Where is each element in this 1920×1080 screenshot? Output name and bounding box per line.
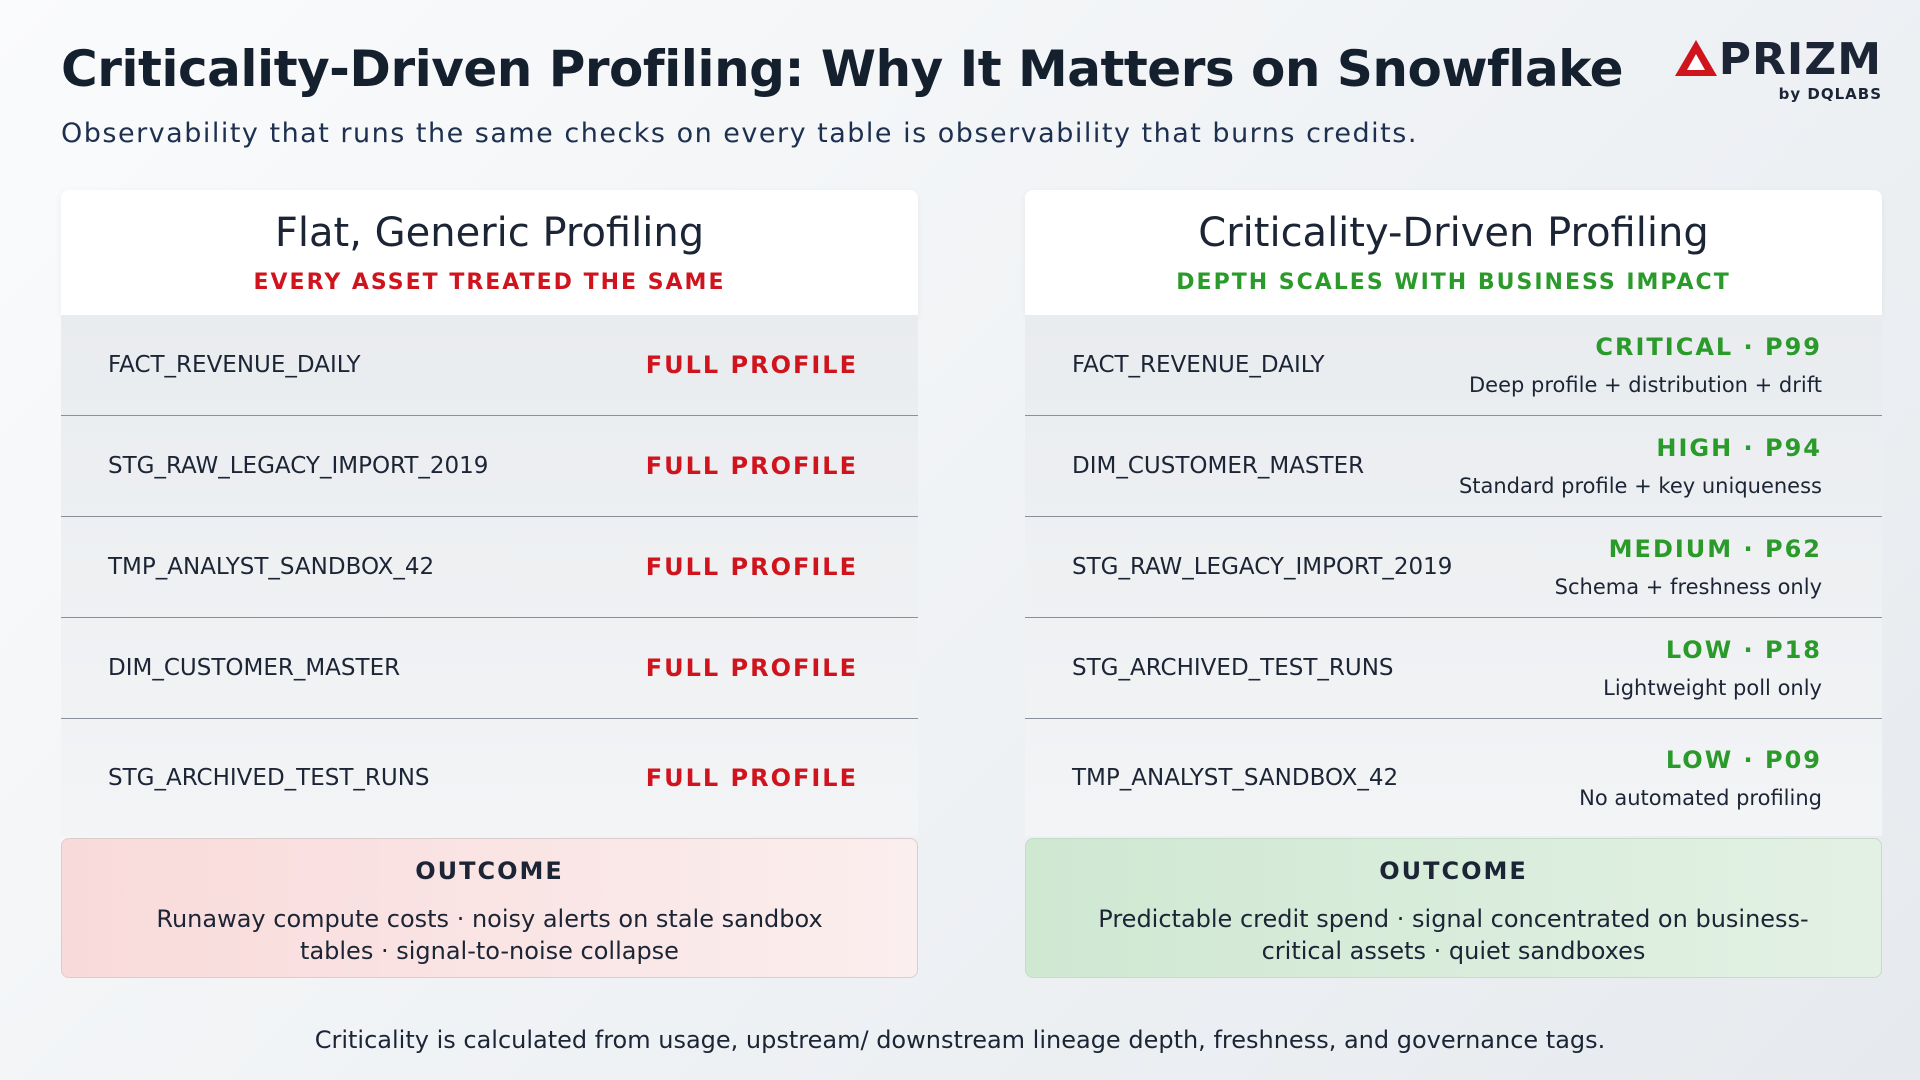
table-name: FACT_REVENUE_DAILY bbox=[1072, 352, 1325, 378]
criticality-level: LOW · P18 bbox=[1665, 636, 1822, 664]
table-name: TMP_ANALYST_SANDBOX_42 bbox=[108, 554, 435, 580]
profile-label: FULL PROFILE bbox=[645, 452, 858, 480]
table-name: STG_ARCHIVED_TEST_RUNS bbox=[1072, 655, 1394, 681]
table-row: TMP_ANALYST_SANDBOX_42 LOW · P09 No automa… bbox=[1025, 719, 1882, 836]
table-row: STG_RAW_LEGACY_IMPORT_2019 FULL PROFILE bbox=[61, 416, 918, 517]
profile-label: FULL PROFILE bbox=[645, 763, 858, 792]
table-name: TMP_ANALYST_SANDBOX_42 bbox=[1072, 764, 1399, 791]
criticality: LOW · P09 No automated profiling bbox=[1579, 746, 1822, 810]
outcome-text: Predictable credit spend · signal concen… bbox=[1098, 905, 1809, 965]
logo-by: by DQLABS bbox=[1778, 85, 1882, 103]
outcome: OUTCOME Predictable credit spend · signa… bbox=[1025, 838, 1882, 978]
table-row: STG_ARCHIVED_TEST_RUNS LOW · P18 Lightweig… bbox=[1025, 618, 1882, 719]
criticality-level: LOW · P09 bbox=[1665, 745, 1822, 774]
panel-header: Criticality-Driven Profiling DEPTH SCALE… bbox=[1025, 190, 1882, 315]
table-name: STG_RAW_LEGACY_IMPORT_2019 bbox=[1072, 554, 1453, 580]
logo-mark bbox=[1674, 40, 1717, 76]
outcome-title: OUTCOME bbox=[415, 857, 564, 885]
outcome: OUTCOME Runaway compute costs · noisy al… bbox=[61, 838, 918, 978]
panel-subtitle: EVERY ASSET TREATED THE SAME bbox=[253, 270, 726, 295]
left-panel: Flat, Generic Profiling EVERY ASSET TREA… bbox=[61, 190, 918, 978]
subtitle: Observability that runs the same checks … bbox=[61, 118, 1418, 149]
table-name: STG_ARCHIVED_TEST_RUNS bbox=[108, 764, 430, 791]
table-row: TMP_ANALYST_SANDBOX_42 FULL PROFILE bbox=[61, 517, 918, 618]
profile-detail: Deep profile + distribution + drift bbox=[1469, 373, 1822, 397]
outcome-title: OUTCOME bbox=[1379, 857, 1528, 885]
criticality: MEDIUM · P62 Schema + freshness only bbox=[1555, 535, 1822, 599]
criticality: LOW · P18 Lightweight poll only bbox=[1603, 636, 1822, 700]
profile-detail: Lightweight poll only bbox=[1603, 676, 1822, 700]
profile-detail: Standard profile + key uniqueness bbox=[1458, 474, 1822, 498]
table-row: DIM_CUSTOMER_MASTER HIGH · P94 Standard pr… bbox=[1025, 416, 1882, 517]
table-name: STG_RAW_LEGACY_IMPORT_2019 bbox=[108, 453, 489, 479]
footer: Criticality is calculated from usage, up… bbox=[314, 1026, 1606, 1054]
criticality: CRITICAL · P99 Deep profile + distributio… bbox=[1469, 333, 1822, 397]
logo: PRIZM by DQLABS bbox=[1673, 34, 1882, 103]
title: Criticality-Driven Profiling: Why It Mat… bbox=[61, 40, 1624, 98]
criticality-level: MEDIUM · P62 bbox=[1608, 535, 1822, 563]
criticality-level: CRITICAL · P99 bbox=[1595, 333, 1822, 361]
table-name: FACT_REVENUE_DAILY bbox=[108, 352, 361, 378]
profile-label: FULL PROFILE bbox=[645, 654, 858, 682]
right-panel: Criticality-Driven Profiling DEPTH SCALE… bbox=[1025, 190, 1882, 978]
table-name: DIM_CUSTOMER_MASTER bbox=[1072, 453, 1365, 479]
table-row: DIM_CUSTOMER_MASTER FULL PROFILE bbox=[61, 618, 918, 719]
panel-header: Flat, Generic Profiling EVERY ASSET TREA… bbox=[61, 190, 918, 315]
profile-label: FULL PROFILE bbox=[645, 351, 858, 379]
criticality-level: HIGH · P94 bbox=[1656, 434, 1822, 462]
panel-title: Flat, Generic Profiling bbox=[274, 210, 705, 256]
table-row: STG_RAW_LEGACY_IMPORT_2019 MEDIUM · P62 Sc… bbox=[1025, 517, 1882, 618]
outcome-text: Runaway compute costs · noisy alerts on … bbox=[156, 905, 823, 965]
logo-name: PRIZM bbox=[1718, 34, 1882, 85]
rows: FACT_REVENUE_DAILY FULL PROFILE STG_RAW_LE… bbox=[61, 315, 918, 836]
profile-detail: Schema + freshness only bbox=[1554, 575, 1822, 599]
criticality: HIGH · P94 Standard profile + key uniquen… bbox=[1459, 434, 1822, 498]
panel-subtitle: DEPTH SCALES WITH BUSINESS IMPACT bbox=[1176, 270, 1731, 295]
table-name: DIM_CUSTOMER_MASTER bbox=[108, 655, 401, 681]
panel-title: Criticality-Driven Profiling bbox=[1198, 210, 1709, 256]
rows: FACT_REVENUE_DAILY CRITICAL · P99 Deep pro… bbox=[1025, 315, 1882, 836]
profile-label: FULL PROFILE bbox=[645, 553, 858, 581]
table-row: FACT_REVENUE_DAILY CRITICAL · P99 Deep pro… bbox=[1025, 315, 1882, 416]
table-row: FACT_REVENUE_DAILY FULL PROFILE bbox=[61, 315, 918, 416]
profile-detail: No automated profiling bbox=[1579, 785, 1822, 810]
table-row: STG_ARCHIVED_TEST_RUNS FULL PROFILE bbox=[61, 719, 918, 836]
